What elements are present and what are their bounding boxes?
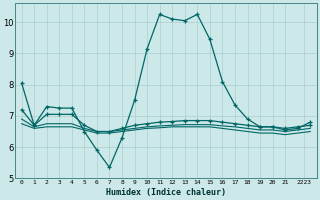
X-axis label: Humidex (Indice chaleur): Humidex (Indice chaleur) — [106, 188, 226, 197]
